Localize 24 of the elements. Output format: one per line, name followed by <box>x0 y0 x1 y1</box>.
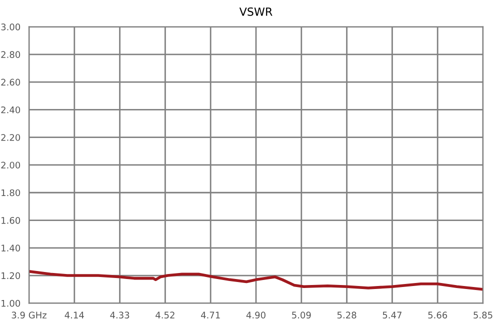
x-tick-label: 5.85 <box>474 312 492 318</box>
x-tick-label: 4.33 <box>110 312 130 318</box>
x-tick-label: 3.9 GHz <box>12 312 46 318</box>
y-tick-label: 1.40 <box>2 244 20 252</box>
x-tick-label: 4.14 <box>64 312 84 318</box>
x-tick-label: 4.90 <box>246 312 266 318</box>
y-tick-label: 2.80 <box>1 51 20 58</box>
x-tick-label: 4.52 <box>156 312 174 318</box>
y-tick-label: 3.00 <box>1 24 20 30</box>
x-tick-label: 5.09 <box>292 312 311 318</box>
y-tick-label: 1.60 <box>2 216 20 224</box>
line-series <box>29 270 483 291</box>
x-tick-label: 4.71 <box>200 312 220 318</box>
chart-title: VSWR <box>239 7 272 16</box>
x-tick-label: 5.28 <box>337 312 356 318</box>
y-tick-label: 2.40 <box>1 106 20 114</box>
y-tick-label: 2.60 <box>1 78 20 86</box>
y-tick-label: 2.00 <box>1 162 20 169</box>
y-tick-label: 1.00 <box>2 300 20 307</box>
y-tick-label: 2.20 <box>1 134 20 141</box>
x-tick-label: 5.47 <box>382 312 402 318</box>
y-tick-label: 1.20 <box>2 272 20 280</box>
y-tick-label: 1.80 <box>2 189 20 196</box>
x-tick-label: 5.66 <box>428 312 448 318</box>
